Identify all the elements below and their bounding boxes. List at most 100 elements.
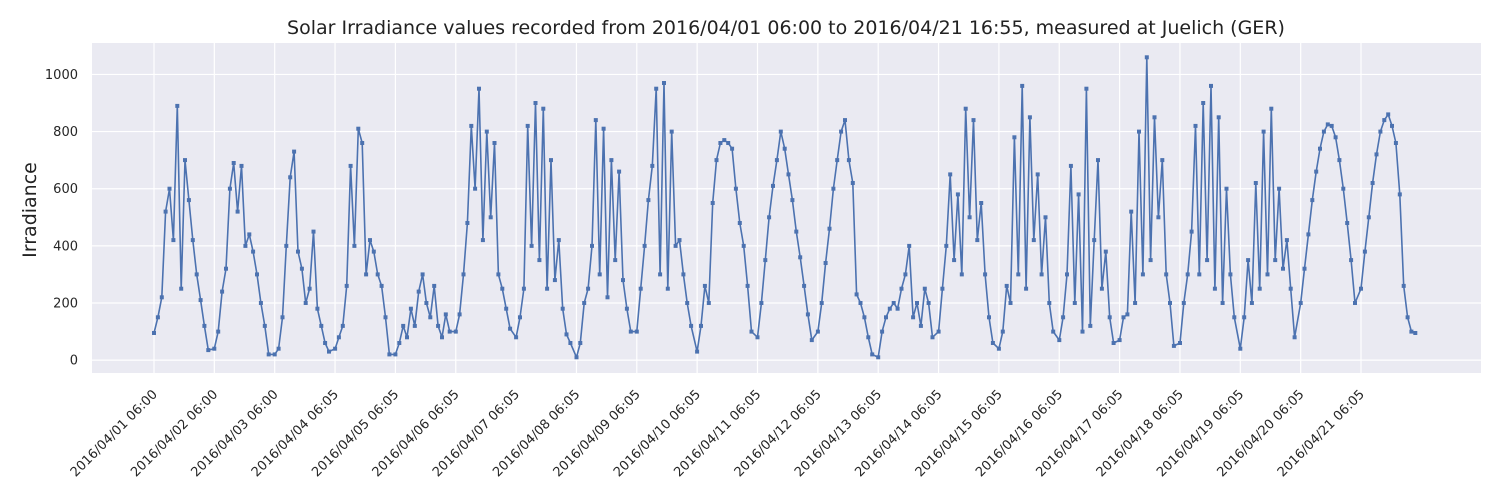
data-point — [963, 106, 968, 111]
data-point — [457, 312, 462, 317]
data-point — [1382, 118, 1387, 123]
data-point — [876, 355, 881, 360]
data-point — [428, 315, 433, 320]
data-point — [915, 301, 919, 305]
data-point — [500, 286, 505, 291]
data-point — [891, 301, 896, 305]
data-point — [959, 272, 964, 277]
data-point — [387, 352, 392, 357]
data-point — [525, 123, 530, 128]
data-point — [722, 138, 727, 143]
data-point — [364, 272, 369, 277]
data-point — [1016, 272, 1021, 277]
y-tick-label: 600 — [53, 182, 78, 197]
data-point — [1051, 329, 1056, 334]
data-point — [621, 278, 625, 283]
data-point — [412, 323, 417, 328]
data-point — [1273, 258, 1278, 263]
data-point — [1386, 112, 1391, 117]
data-point — [685, 301, 690, 305]
data-point — [1181, 301, 1186, 305]
data-point — [537, 258, 542, 263]
data-point — [206, 348, 211, 353]
data-point — [850, 181, 855, 185]
data-point — [514, 335, 519, 340]
data-point — [771, 183, 775, 188]
data-point — [521, 286, 526, 291]
data-point — [323, 341, 328, 345]
data-point — [198, 298, 203, 303]
data-point — [375, 272, 380, 277]
data-point — [1249, 301, 1254, 305]
data-point — [706, 301, 711, 305]
data-point — [288, 175, 293, 180]
data-point — [996, 346, 1001, 351]
data-point — [955, 192, 960, 197]
data-point — [1397, 192, 1402, 197]
data-point — [447, 329, 452, 334]
data-point — [1178, 341, 1182, 345]
data-point — [590, 243, 594, 248]
data-point — [1160, 158, 1165, 163]
data-point — [212, 346, 217, 351]
data-point — [159, 295, 164, 300]
data-point — [749, 329, 754, 334]
data-point — [755, 335, 760, 340]
data-point — [216, 329, 221, 334]
data-point — [549, 158, 553, 163]
data-point — [617, 169, 622, 174]
data-point — [368, 238, 372, 243]
data-point — [642, 243, 647, 248]
data-point — [718, 141, 723, 145]
data-point — [782, 146, 787, 151]
data-point — [1378, 129, 1383, 134]
data-point — [870, 352, 875, 357]
data-point — [1117, 338, 1122, 343]
data-point — [1080, 329, 1085, 334]
data-point — [967, 215, 972, 220]
data-point — [1065, 272, 1069, 277]
data-point — [737, 221, 742, 225]
data-point — [930, 335, 935, 340]
data-point — [393, 352, 398, 357]
data-point — [887, 306, 892, 311]
data-point — [155, 315, 160, 320]
data-point — [183, 158, 187, 163]
data-point — [903, 272, 908, 277]
data-point — [1107, 315, 1112, 320]
data-point — [327, 349, 331, 354]
data-point — [1265, 272, 1270, 277]
data-point — [1401, 283, 1406, 288]
data-point — [1148, 258, 1153, 263]
data-point — [699, 323, 703, 328]
data-point — [340, 323, 345, 328]
data-point — [798, 255, 803, 260]
data-point — [469, 123, 474, 128]
data-point — [480, 238, 485, 243]
data-point — [1057, 338, 1062, 343]
data-point — [1269, 106, 1274, 111]
data-point — [846, 158, 851, 163]
data-point — [918, 323, 923, 328]
data-point — [1409, 329, 1414, 334]
data-point — [202, 323, 207, 328]
data-point — [987, 315, 991, 320]
data-point — [658, 272, 663, 277]
data-point — [262, 323, 267, 328]
data-point — [1129, 209, 1134, 214]
data-point — [556, 238, 561, 243]
data-point — [1370, 181, 1375, 185]
data-point — [504, 306, 509, 311]
y-tick-label: 200 — [53, 297, 78, 312]
data-point — [669, 129, 674, 134]
data-point — [1277, 186, 1282, 191]
data-point — [1168, 301, 1172, 305]
data-point — [926, 301, 931, 305]
data-point — [1232, 315, 1237, 320]
data-point — [231, 161, 236, 165]
data-point — [1242, 315, 1247, 320]
data-point — [1061, 315, 1066, 320]
data-point — [1337, 158, 1342, 163]
data-point — [1197, 272, 1202, 277]
y-tick-label: 0 — [70, 354, 78, 369]
